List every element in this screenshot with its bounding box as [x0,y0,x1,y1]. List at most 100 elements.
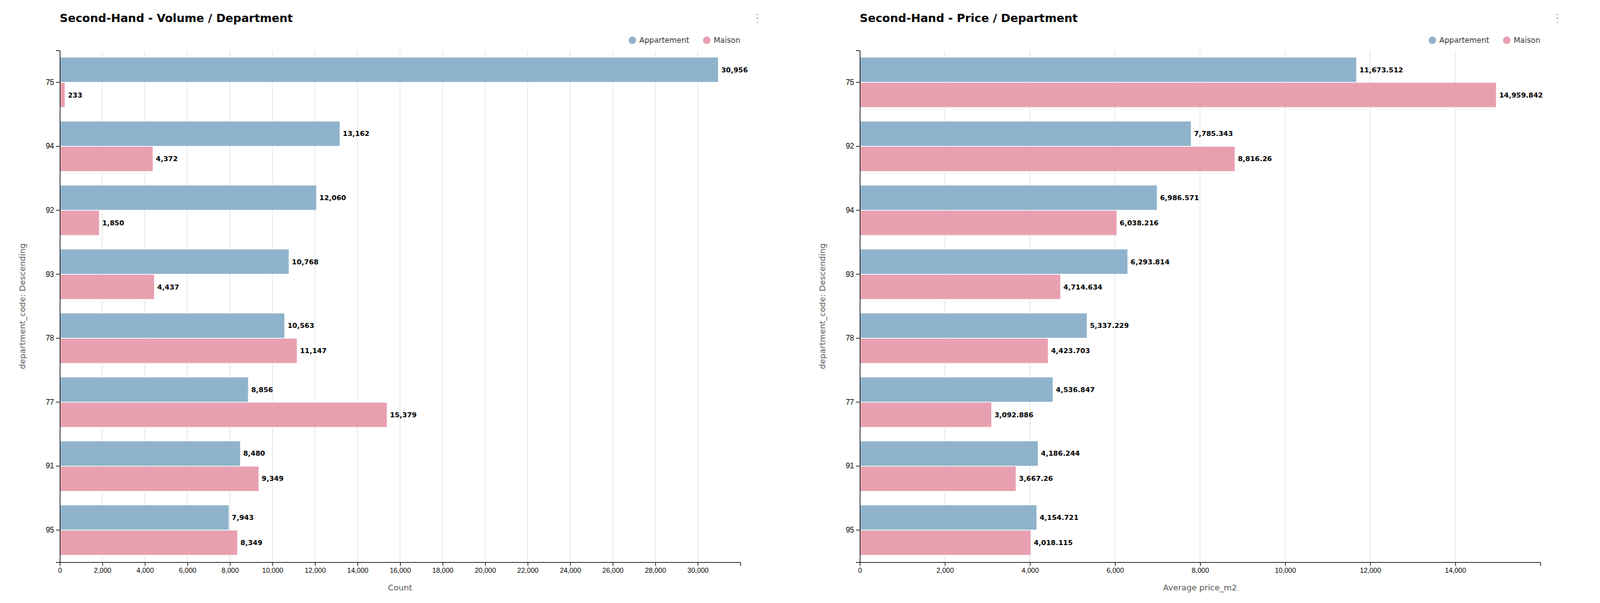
x-axis-title: Average price_m2 [1162,582,1237,592]
x-tick-label: 16,000 [389,566,412,574]
x-tick: 8,000 [1191,561,1210,574]
data-label: 6,986.571 [1159,193,1199,202]
bar [859,274,1061,299]
data-label: 4,437 [157,283,180,292]
x-tick: 0 [857,561,862,574]
x-tick-label: 4,000 [1021,566,1039,574]
x-tick-label: 10,000 [262,566,284,574]
legend: AppartementMaison [628,35,741,45]
data-label: 3,092.886 [994,410,1034,419]
legend-item: Appartement [1428,35,1490,45]
bar [859,146,1235,172]
data-label: 7,943 [232,513,255,522]
data-label: 4,018.115 [1033,538,1073,547]
bar [859,440,1038,466]
x-axis: 02,0004,0006,0008,00010,00012,00014,0001… [57,561,741,574]
x-tick-label: 10,000 [1274,566,1297,574]
bar [59,505,229,530]
legend-item: Maison [1503,35,1541,45]
x-tick-mark [484,561,486,566]
data-label: 10,768 [291,257,319,267]
y-tick: 77 [45,397,60,407]
y-tick: 94 [845,205,860,215]
x-tick-mark [315,561,316,566]
x-tick-label: 0 [857,566,862,574]
x-tick-mark [357,561,358,566]
x-tick-mark [442,561,444,566]
y-tick: 78 [45,333,60,343]
y-tick-mark [855,145,860,147]
x-tick-mark [655,561,656,566]
legend-label: Appartement [1439,35,1490,45]
data-label: 15,379 [389,410,417,419]
y-tick-label: 91 [845,461,855,470]
legend-label: Maison [713,35,741,45]
data-label: 8,856 [250,385,273,394]
legend-swatch [628,36,637,45]
grid [59,50,698,562]
bar [59,185,317,211]
y-tick: 91 [845,461,860,470]
legend: Appartement Maison [1428,35,1541,45]
bar [859,82,1497,107]
y-tick-label: 94 [845,205,855,215]
x-tick: 22,000 [517,561,539,574]
bar [859,57,1356,82]
x-tick-mark [187,561,189,566]
grid-line [1454,50,1456,562]
y-tick: 94 [45,141,60,151]
bar [59,313,285,338]
data-label: 10,563 [287,321,314,330]
y-tick: 75 [845,77,860,87]
data-label: 8,349 [240,538,263,547]
x-tick-label: 22,000 [517,566,539,574]
x-tick: 2,000 [93,561,112,574]
y-tick-label: 92 [45,205,55,215]
bar [859,466,1016,491]
x-tick: 18,000 [432,561,454,574]
bars [859,57,1497,555]
x-tick-label: 28,000 [644,566,667,574]
chart-panel: 11,673.5127,785.3436,986.5716,293.8145,3… [817,11,1563,592]
y-tick: 93 [45,269,60,279]
y-tick-label: 95 [845,525,855,534]
data-label: 8,480 [243,449,266,458]
bar [59,440,241,466]
x-tick-label: 2,000 [93,566,112,574]
chart-panel: 30,95613,16212,06010,76810,5638,8568,480… [17,11,763,592]
x-tick: 12,000 [304,561,326,574]
y-tick: 78 [845,333,860,343]
x-tick: 6,000 [1106,561,1124,574]
x-tick-label: 30,000 [687,566,709,574]
y-axis: 7594929378779195 [45,50,61,563]
y-tick-mark [55,273,60,275]
data-label: 1,850 [102,218,125,228]
data-label: 9,349 [261,474,284,483]
y-tick-label: 92 [845,141,855,151]
grid-line [697,50,699,562]
x-tick-label: 14,000 [347,566,369,574]
y-tick: 95 [845,525,860,534]
y-tick-label: 77 [845,397,855,407]
y-tick-mark [55,145,60,147]
y-tick-label: 91 [45,461,55,470]
bar [859,121,1191,146]
legend-swatch [1503,36,1511,45]
bar [859,505,1037,530]
annotation: ⋮ [751,11,763,25]
chart-title: Second-Hand - Volume / Department [59,11,294,25]
y-tick: 95 [45,525,60,534]
y-tick-mark [855,401,860,402]
bar [59,57,719,82]
legend-item: Maison [703,35,741,45]
x-tick-label: 6,000 [179,566,197,574]
bar [59,530,238,555]
y-tick-label: 93 [45,269,55,279]
chart-root: 30,95613,16212,06010,76810,5638,8568,480… [0,0,1600,603]
data-label: 4,536.847 [1055,385,1095,394]
grid-line [1369,50,1371,562]
data-label: 4,154.721 [1039,513,1079,522]
y-tick: 92 [845,141,860,151]
x-tick-mark [944,561,946,566]
grid-line [442,50,443,562]
